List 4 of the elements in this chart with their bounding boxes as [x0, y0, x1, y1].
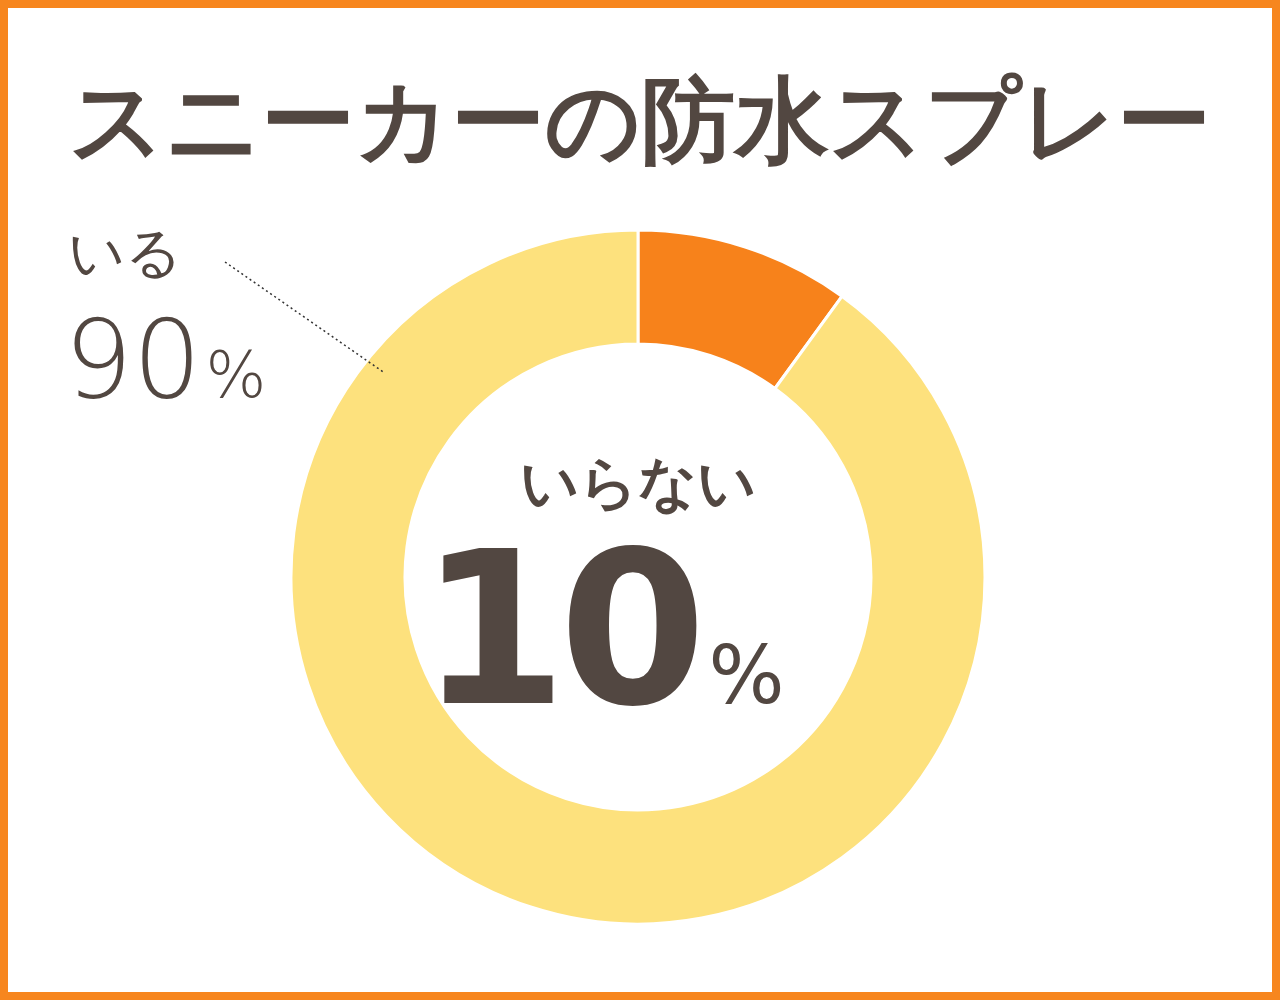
donut-slice: [289, 228, 987, 925]
data-label: 90%: [64, 297, 267, 422]
chart-title: スニーカーの防水スプレー: [69, 66, 1211, 175]
slice-label: いる: [68, 220, 182, 285]
